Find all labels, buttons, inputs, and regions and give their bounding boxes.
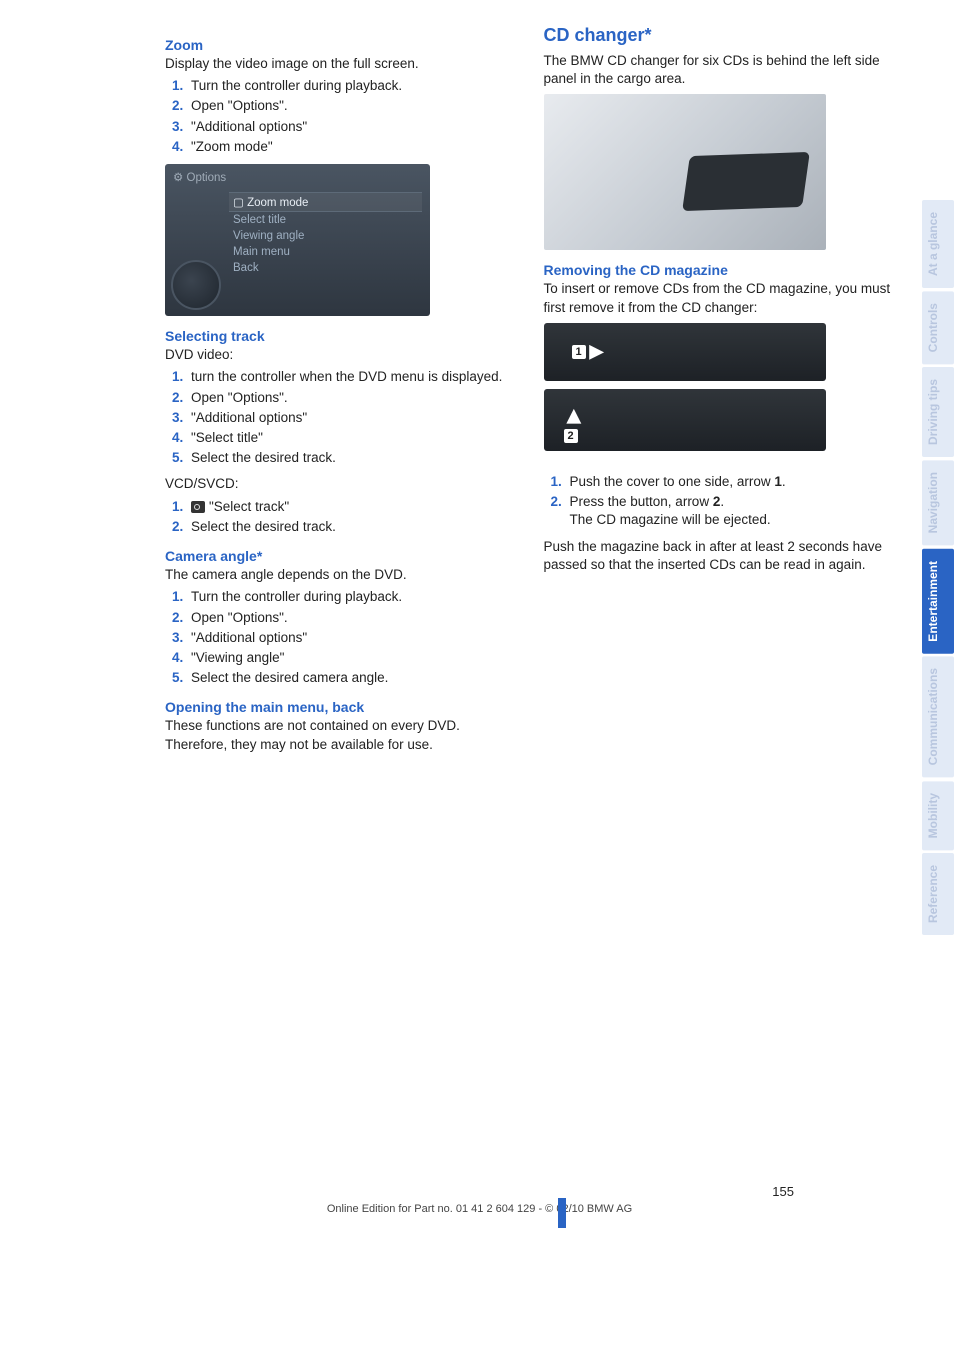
screenshot-title-text: Options [187, 172, 227, 184]
camera-intro: The camera angle depends on the DVD. [165, 566, 514, 584]
eject-diagram: 1 ▶ 2 ▶ [544, 323, 826, 463]
list-item: Select the desired camera angle. [187, 669, 514, 687]
cargo-photo [544, 94, 826, 250]
dial-icon [171, 260, 221, 310]
bold-ref: 1 [774, 474, 782, 489]
list-item: "Additional options" [187, 629, 514, 647]
menu-item-label: Zoom mode [247, 197, 308, 209]
camera-steps: Turn the controller during playback. Ope… [165, 588, 514, 687]
removing-steps: Push the cover to one side, arrow 1. Pre… [544, 473, 893, 530]
mainmenu-body: These functions are not contained on eve… [165, 717, 514, 753]
tab-reference[interactable]: Reference [922, 853, 954, 935]
zoom-steps: Turn the controller during playback. Ope… [165, 77, 514, 156]
list-item: Push the cover to one side, arrow 1. [566, 473, 893, 491]
diagram-slot-top: 1 ▶ [544, 323, 826, 381]
page: Zoom Display the video image on the full… [0, 0, 954, 935]
list-item: Open "Options". [187, 389, 514, 407]
cdchanger-intro: The BMW CD changer for six CDs is behind… [544, 52, 893, 88]
menu-item: Viewing angle [233, 228, 418, 244]
content-area: Zoom Display the video image on the full… [0, 25, 922, 935]
menu-item: Back [233, 260, 418, 276]
list-item: Open "Options". [187, 609, 514, 627]
list-item: Open "Options". [187, 97, 514, 115]
vcd-steps: "Select track" Select the desired track. [165, 498, 514, 536]
vcd-label: VCD/SVCD: [165, 475, 514, 493]
side-tabs: At a glance Controls Driving tips Naviga… [922, 25, 954, 935]
list-item: Select the desired track. [187, 449, 514, 467]
heading-camera: Camera angle* [165, 548, 514, 564]
text: Press the button, arrow [570, 494, 713, 509]
left-column: Zoom Display the video image on the full… [165, 25, 514, 935]
text: . [720, 494, 724, 509]
tab-navigation[interactable]: Navigation [922, 460, 954, 545]
idrive-screenshot: ⚙ Options ▢ Zoom mode Select title Viewi… [165, 164, 430, 316]
menu-item: Main menu [233, 244, 418, 260]
tab-controls[interactable]: Controls [922, 291, 954, 364]
text: Push the cover to one side, arrow [570, 474, 775, 489]
heading-mainmenu: Opening the main menu, back [165, 699, 514, 715]
removing-intro: To insert or remove CDs from the CD maga… [544, 280, 893, 316]
tab-communications[interactable]: Communications [922, 656, 954, 777]
list-item: "Additional options" [187, 409, 514, 427]
menu-item: ▢ Zoom mode [229, 192, 422, 212]
disc-icon [191, 501, 205, 513]
text: . [782, 474, 786, 489]
callout-badge: 1 [572, 345, 586, 359]
list-item: Press the button, arrow 2.The CD magazin… [566, 493, 893, 529]
page-number: 155 [772, 1184, 794, 1199]
heading-selecting-track: Selecting track [165, 328, 514, 344]
screenshot-menu: ▢ Zoom mode Select title Viewing angle M… [233, 192, 418, 276]
text: The CD magazine will be ejected. [570, 512, 771, 527]
removing-outro: Push the magazine back in after at least… [544, 538, 893, 574]
list-item: "Viewing angle" [187, 649, 514, 667]
zoom-intro: Display the video image on the full scre… [165, 55, 514, 73]
heading-removing: Removing the CD magazine [544, 262, 893, 278]
list-item: turn the controller when the DVD menu is… [187, 368, 514, 386]
diagram-slot-bottom: 2 ▶ [544, 389, 826, 451]
list-item: "Select title" [187, 429, 514, 447]
tab-entertainment[interactable]: Entertainment [922, 549, 954, 654]
tab-driving-tips[interactable]: Driving tips [922, 367, 954, 457]
list-item: "Select track" [187, 498, 514, 516]
list-item: "Additional options" [187, 118, 514, 136]
arrow-icon: ▶ [562, 409, 583, 423]
list-item: Select the desired track. [187, 518, 514, 536]
tab-mobility[interactable]: Mobility [922, 781, 954, 850]
list-item-label: "Select track" [209, 499, 289, 514]
menu-item: Select title [233, 212, 418, 228]
list-item: "Zoom mode" [187, 138, 514, 156]
heading-cdchanger: CD changer* [544, 25, 893, 46]
heading-zoom: Zoom [165, 37, 514, 53]
list-item: Turn the controller during playback. [187, 588, 514, 606]
footer-marker [0, 1198, 824, 1228]
dvd-label: DVD video: [165, 346, 514, 364]
tab-at-a-glance[interactable]: At a glance [922, 200, 954, 288]
right-column: CD changer* The BMW CD changer for six C… [544, 25, 893, 935]
screenshot-title: ⚙ Options [173, 170, 226, 184]
arrow-icon: ▶ [590, 341, 604, 362]
marker-bar [558, 1198, 566, 1228]
callout-badge: 2 [564, 429, 578, 443]
dvd-steps: turn the controller when the DVD menu is… [165, 368, 514, 467]
list-item: Turn the controller during playback. [187, 77, 514, 95]
